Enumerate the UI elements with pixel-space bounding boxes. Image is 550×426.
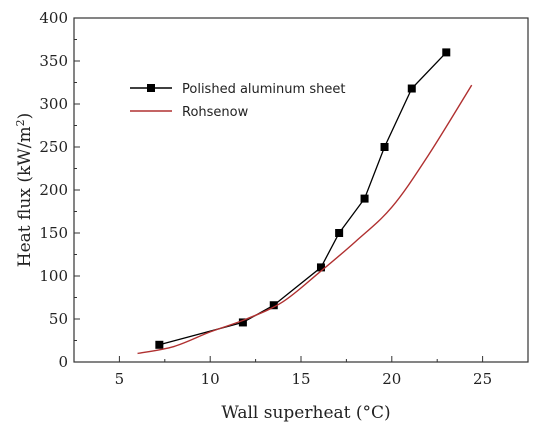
y-tick-label: 100	[39, 267, 68, 285]
y-tick-label: 150	[39, 224, 68, 242]
y-axis-title-sup: 2	[14, 119, 27, 126]
data-point-polished-aluminum	[442, 48, 451, 57]
x-tick-label: 25	[473, 370, 492, 388]
y-tick-label: 300	[39, 95, 68, 113]
data-point-polished-aluminum	[360, 194, 369, 203]
y-tick-label: 350	[39, 52, 68, 70]
y-tick-label: 200	[39, 181, 68, 199]
x-tick-label: 5	[115, 370, 125, 388]
data-point-polished-aluminum	[238, 318, 247, 327]
y-tick-label: 50	[49, 310, 68, 328]
data-point-polished-aluminum	[407, 84, 416, 93]
data-point-polished-aluminum	[155, 340, 164, 349]
x-axis-title: Wall superheat (°C)	[221, 403, 390, 423]
legend-label: Polished aluminum sheet	[182, 82, 345, 97]
y-axis-title-end: )	[15, 113, 35, 120]
x-tick-label: 20	[382, 370, 401, 388]
data-point-polished-aluminum	[316, 263, 325, 272]
legend-swatch-marker	[147, 84, 155, 92]
legend: Polished aluminum sheet Rohsenow	[130, 82, 345, 120]
y-tick-label: 400	[39, 9, 68, 27]
series-line-rohsenow	[137, 84, 473, 355]
data-point-polished-aluminum	[269, 301, 278, 310]
y-axis-title: Heat flux (kW/m2)	[14, 113, 36, 267]
y-tick-label: 0	[58, 353, 68, 371]
y-tick-label: 250	[39, 138, 68, 156]
legend-label: Rohsenow	[182, 105, 249, 120]
data-point-polished-aluminum	[335, 229, 344, 237]
y-axis-title-main: Heat flux (kW/m	[15, 126, 35, 267]
x-tick-label: 15	[291, 370, 310, 388]
data-point-polished-aluminum	[380, 143, 389, 151]
x-tick-label: 10	[201, 370, 220, 388]
plot-frame	[73, 17, 529, 363]
plot-series	[137, 48, 473, 355]
